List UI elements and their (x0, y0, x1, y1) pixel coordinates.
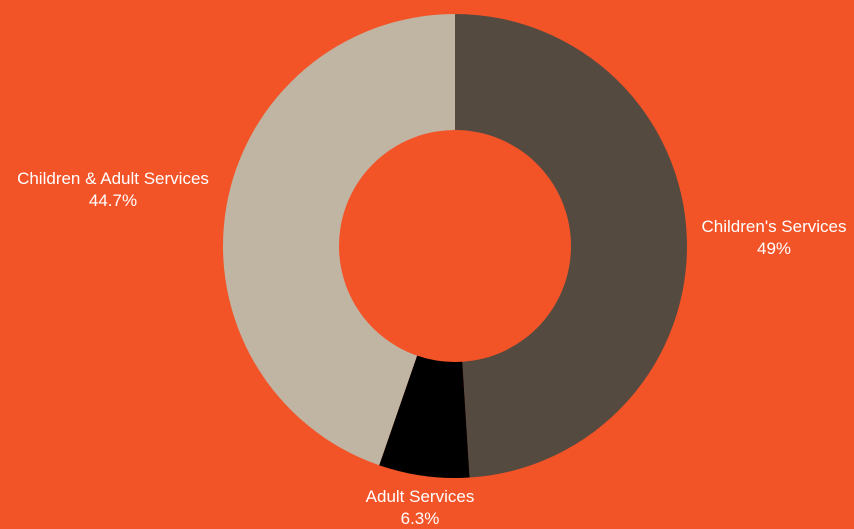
slice-label: Children's Services (702, 217, 847, 236)
labels-layer: Children's Services 49% Adult Services 6.3%… (17, 169, 846, 528)
slice-label: Adult Services (366, 487, 475, 506)
slices-layer (223, 14, 687, 479)
slice-adult-services (379, 355, 470, 479)
slice-value-label: 44.7% (89, 191, 137, 210)
slice-children-s-services (455, 14, 687, 478)
slice-children-adult-services (223, 14, 455, 466)
slice-value-label: 49% (757, 239, 791, 258)
slice-value-label: 6.3% (401, 509, 440, 528)
slice-label: Children & Adult Services (17, 169, 209, 188)
